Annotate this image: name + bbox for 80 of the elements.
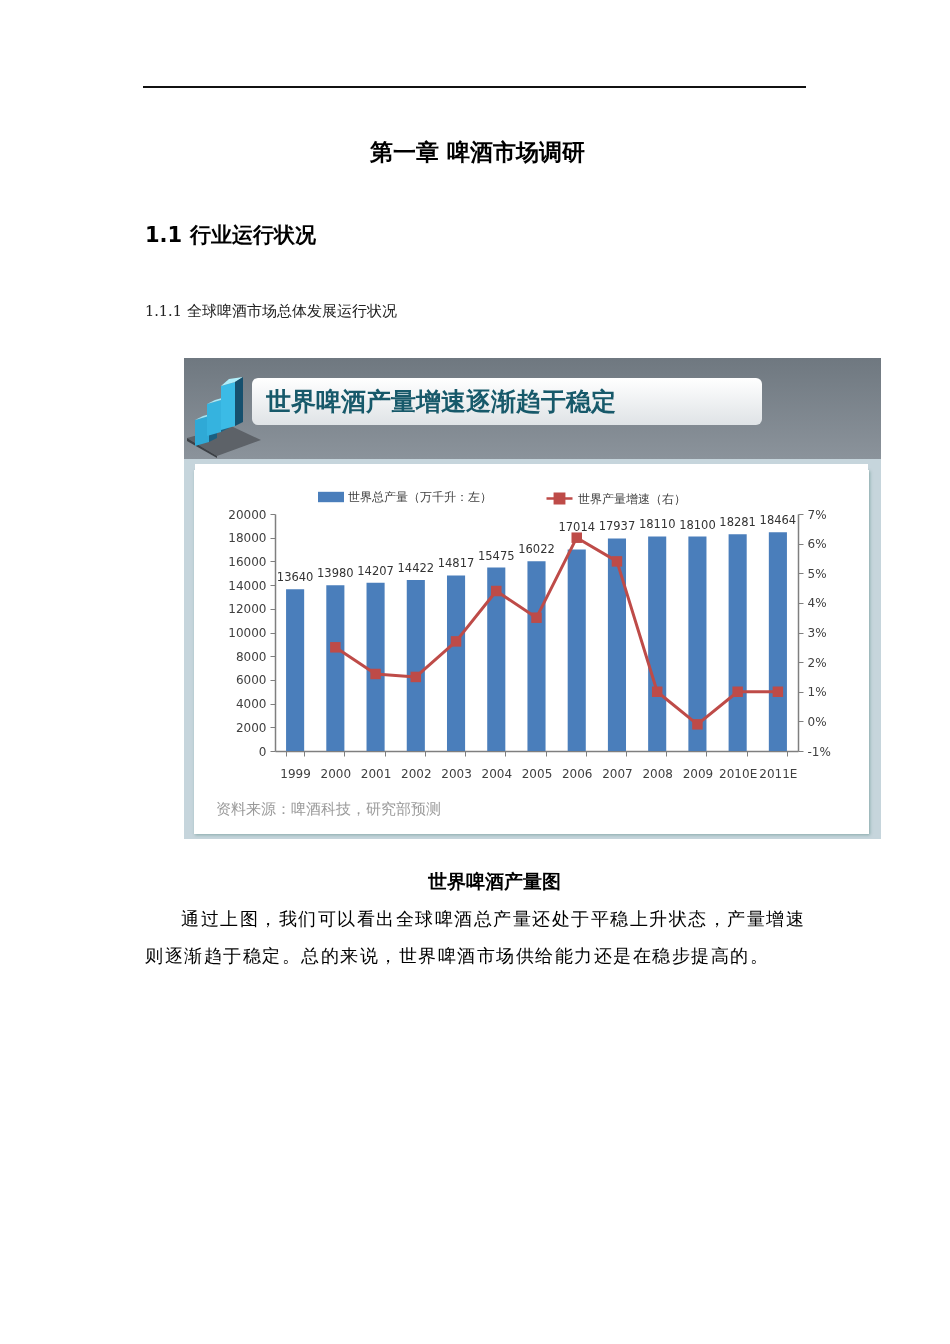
x-tick-label: 2006 — [561, 766, 593, 781]
bar — [527, 561, 546, 751]
y2-tick-label: 0% — [807, 714, 827, 729]
y-tick-label: 14000 — [228, 578, 267, 593]
data-label: 17937 — [598, 519, 636, 534]
chart-title: 世界啤酒产量增速逐渐趋于稳定 — [266, 386, 616, 418]
y2-tick-label: -1% — [807, 744, 831, 759]
data-label: 17014 — [558, 520, 596, 535]
x-tick-label: 2000 — [320, 766, 352, 781]
text: 第一章 啤酒市场调研 — [369, 138, 587, 167]
point — [410, 671, 422, 683]
y2-tick-label: 4% — [807, 596, 827, 611]
y2-tick-label: 2% — [807, 655, 827, 670]
y-tick-label: 12000 — [228, 602, 267, 617]
x-tick-label: 2003 — [441, 766, 472, 781]
y-tick-label: 20000 — [228, 507, 267, 522]
bar — [487, 567, 506, 751]
y-tick-label: 16000 — [228, 554, 267, 569]
y-tick-label: 0 — [258, 744, 267, 759]
data-label: 16022 — [518, 542, 555, 557]
data-label: 14422 — [397, 561, 435, 576]
data-label: 18281 — [719, 515, 756, 530]
y2-tick-label: 5% — [807, 566, 827, 581]
data-label: 18464 — [759, 513, 797, 528]
legend-label: 世界总产量（万千升：左） — [348, 490, 492, 504]
y2-tick-label: 1% — [807, 685, 827, 700]
text: 通过上图，我们可以看出全球啤酒总产量还处于平稳上升状态，产量增速则逐渐趋于稳定。总的来说，世界啤酒市场供给能力还是在稳步提高的。 — [145, 907, 806, 968]
data-label: 14817 — [437, 556, 475, 571]
point — [491, 585, 502, 597]
x-tick-label: 2010E — [719, 766, 758, 781]
point — [611, 556, 623, 567]
data-label: 18110 — [638, 517, 676, 532]
bar — [406, 580, 425, 751]
text: 资料来源：啤酒科技，研究部预测 — [216, 800, 441, 819]
data-label: 14207 — [357, 563, 394, 578]
bar — [728, 534, 747, 751]
text: 世界啤酒产量图 — [426, 870, 562, 894]
x-tick-label: 2011E — [759, 766, 798, 781]
x-tick-label: 2005 — [521, 766, 553, 781]
point — [450, 636, 462, 647]
x-tick-label: 2002 — [401, 766, 432, 781]
point — [531, 612, 542, 623]
x-tick-label: 2008 — [642, 766, 673, 781]
y-tick-label: 2000 — [235, 720, 267, 735]
bar — [366, 582, 385, 751]
data-label: 18100 — [679, 517, 716, 532]
x-tick-label: 2001 — [360, 766, 392, 781]
y2-tick-label: 6% — [807, 537, 827, 552]
bar — [688, 536, 707, 751]
y2-tick-label: 3% — [807, 626, 827, 640]
point — [732, 686, 743, 697]
legend-label: 世界产量增速（右） — [578, 491, 686, 506]
bar — [286, 589, 305, 751]
bar — [768, 532, 787, 751]
point — [772, 686, 784, 697]
point — [571, 532, 582, 543]
bar — [446, 575, 466, 751]
data-label: 13980 — [317, 566, 354, 581]
point — [330, 642, 341, 653]
x-tick-label: 2007 — [602, 766, 633, 781]
point — [651, 686, 663, 697]
bar — [326, 585, 345, 751]
y-tick-label: 6000 — [235, 673, 267, 688]
text: 1.1.1 全球啤酒市场总体发展运行状况 — [145, 302, 397, 321]
bar — [607, 538, 627, 751]
x-tick-label: 1999 — [280, 766, 311, 781]
y2-tick-label: 7% — [807, 507, 827, 522]
data-label: 13640 — [276, 570, 314, 585]
data-label: 15475 — [477, 548, 515, 563]
point — [370, 668, 381, 680]
bar — [648, 536, 667, 751]
y-tick-label: 18000 — [228, 531, 267, 546]
y-tick-label: 10000 — [228, 626, 267, 640]
bar — [567, 549, 586, 751]
text: 1.1 行业运行状况 — [145, 222, 316, 249]
y-tick-label: 8000 — [235, 649, 267, 664]
x-tick-label: 2004 — [481, 766, 513, 781]
y-tick-label: 4000 — [235, 697, 267, 712]
x-tick-label: 2009 — [682, 766, 714, 781]
point — [692, 719, 703, 730]
